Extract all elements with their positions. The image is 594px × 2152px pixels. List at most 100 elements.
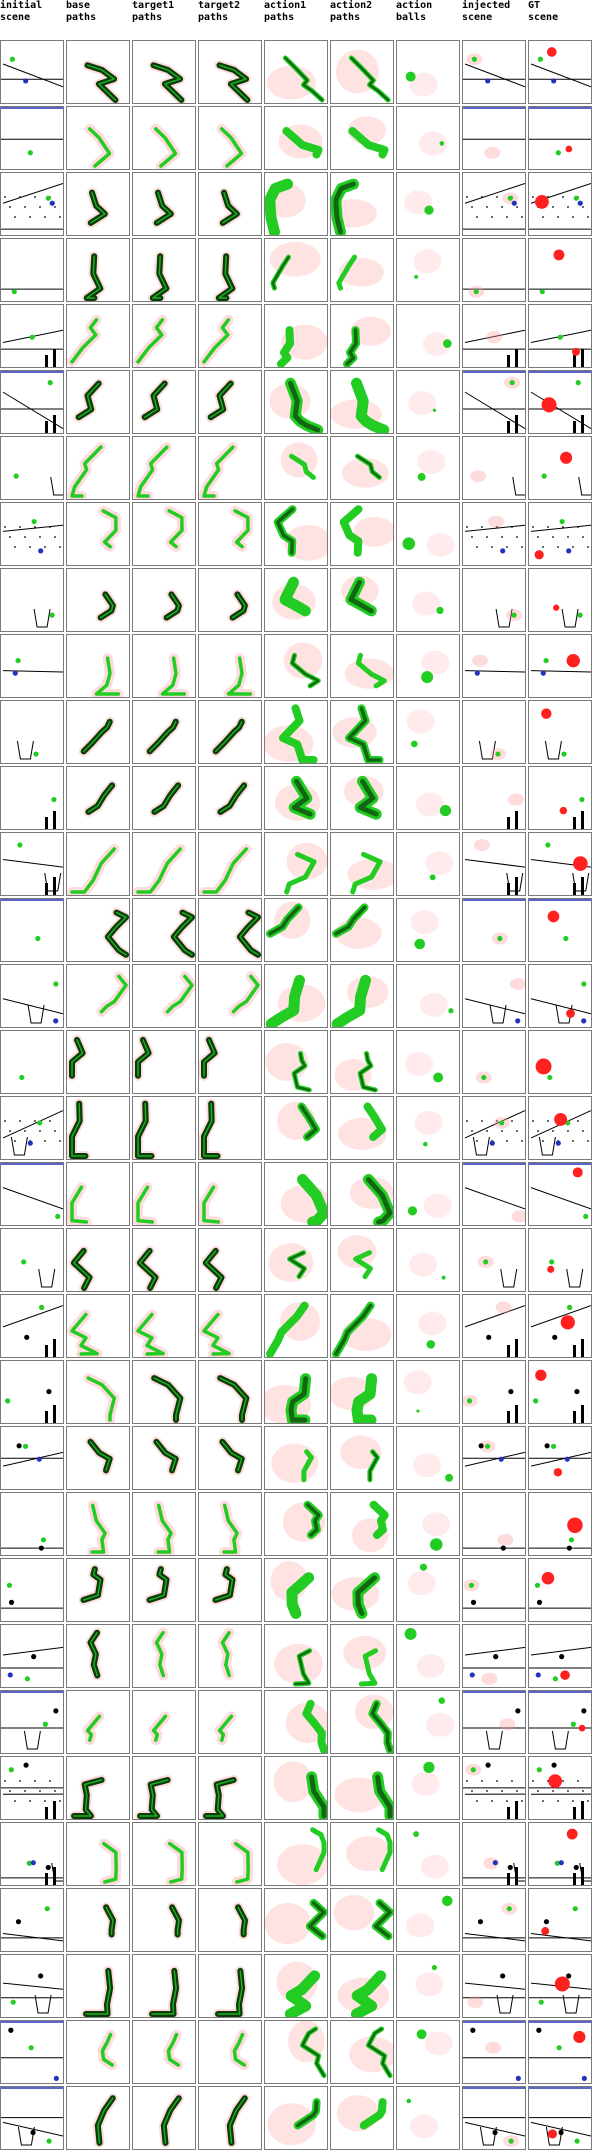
cell-thumbnail: [78, 716, 115, 757]
cell-target2-paths: [198, 964, 262, 1028]
cell-action1-paths: [264, 766, 328, 830]
cell-thumbnail: [417, 449, 446, 481]
cell-thumbnail: [133, 1034, 154, 1081]
cell-action-balls: [396, 370, 460, 434]
cell-target2-paths: [198, 832, 262, 896]
cell-thumbnail: [271, 576, 316, 620]
cell-thumbnail: [273, 505, 327, 561]
cell-thumbnail: [200, 1245, 227, 1291]
cell-initial-scene: [0, 832, 64, 896]
cell-thumbnail: [147, 1965, 182, 2017]
cell-thumbnail: [265, 974, 326, 1027]
cell-thumbnail: [351, 1500, 389, 1553]
cell-base-paths: [66, 1822, 130, 1886]
cell-target2-paths: [198, 766, 262, 830]
cell-base-paths: [66, 1954, 130, 2018]
cell-thumbnail: [343, 775, 384, 820]
cell-base-paths: [66, 238, 130, 302]
cell-thumbnail: [1, 2087, 63, 2146]
cell-initial-scene: [0, 2020, 64, 2084]
cell-base-paths: [66, 832, 130, 896]
cell-thumbnail: [285, 1699, 327, 1753]
cell-thumbnail: [96, 971, 129, 1017]
cell-gt-scene: [528, 1294, 592, 1358]
cell-base-paths: [66, 1624, 130, 1688]
cell-thumbnail: [1, 1691, 63, 1750]
cell-thumbnail: [347, 116, 389, 159]
cell-thumbnail: [266, 901, 311, 939]
cell-thumbnail: [463, 329, 525, 367]
cell-thumbnail: [343, 316, 391, 367]
cell-thumbnail: [419, 993, 454, 1018]
cell-initial-scene: [0, 568, 64, 632]
cell-thumbnail: [149, 780, 184, 817]
cell-gt-scene: [528, 304, 592, 368]
cell-thumbnail: [529, 1906, 591, 1942]
cell-thumbnail: [151, 187, 176, 228]
cell-target2-paths: [198, 1492, 262, 1556]
cell-base-paths: [66, 1756, 130, 1820]
cell-action2-paths: [330, 1624, 394, 1688]
cell-thumbnail: [332, 704, 384, 763]
cell-thumbnail: [530, 981, 591, 1024]
cell-target1-paths: [132, 1756, 196, 1820]
cell-initial-scene: [0, 1030, 64, 1094]
cell-thumbnail: [463, 107, 525, 159]
cell-action-balls: [396, 1756, 460, 1820]
cell-thumbnail: [148, 1711, 171, 1746]
cell-thumbnail: [234, 907, 261, 960]
cell-initial-scene: [0, 1492, 64, 1556]
cell-target2-paths: [198, 1888, 262, 1952]
cell-thumbnail: [335, 49, 391, 103]
cell-action2-paths: [330, 304, 394, 368]
cell-thumbnail: [1, 1906, 63, 1942]
cell-thumbnail: [410, 910, 439, 950]
cell-thumbnail: [334, 1771, 393, 1819]
cell-thumbnail: [213, 1965, 248, 2017]
header-target1-paths: target1 paths: [132, 0, 175, 23]
cell-action1-paths: [264, 1294, 328, 1358]
cell-thumbnail: [270, 1561, 315, 1619]
cell-action1-paths: [264, 1690, 328, 1754]
cell-target2-paths: [198, 1822, 262, 1886]
cell-target2-paths: [198, 172, 262, 236]
cell-thumbnail: [464, 1301, 525, 1357]
cell-action-balls: [396, 1096, 460, 1160]
cell-action2-paths: [330, 964, 394, 1028]
cell-thumbnail: [529, 1517, 591, 1551]
cell-gt-scene: [528, 1756, 592, 1820]
cell-thumbnail: [541, 708, 567, 760]
cell-action2-paths: [330, 1558, 394, 1622]
cell-thumbnail: [215, 780, 250, 817]
cell-thumbnail: [73, 378, 104, 423]
cell-thumbnail: [163, 2029, 184, 2070]
cell-thumbnail: [133, 844, 186, 895]
cell-thumbnail: [464, 515, 525, 554]
cell-action-balls: [396, 832, 460, 896]
cell-thumbnail: [265, 1898, 327, 1945]
cell-thumbnail: [404, 190, 434, 215]
cell-gt-scene: [528, 1360, 592, 1424]
cell-thumbnail: [97, 2029, 118, 2070]
cell-thumbnail: [147, 251, 172, 301]
cell-base-paths: [66, 964, 130, 1028]
cell-thumbnail: [331, 974, 389, 1027]
cell-thumbnail: [67, 844, 120, 895]
cell-thumbnail: [213, 251, 238, 301]
cell-thumbnail: [425, 851, 454, 881]
cell-thumbnail: [529, 2087, 591, 2146]
cell-thumbnail: [529, 47, 591, 88]
cell-base-paths: [66, 436, 130, 500]
header-action-balls: action balls: [396, 0, 433, 23]
cell-thumbnail: [269, 377, 324, 433]
cell-thumbnail: [1, 1582, 63, 1609]
cell-gt-scene: [528, 2020, 592, 2084]
cell-thumbnail: [284, 842, 327, 895]
cell-thumbnail: [68, 1245, 95, 1291]
cell-thumbnail: [463, 285, 525, 298]
cell-initial-scene: [0, 304, 64, 368]
cell-gt-scene: [528, 634, 592, 698]
cell-base-paths: [66, 1228, 130, 1292]
cell-gt-scene: [528, 1228, 592, 1292]
cell-action1-paths: [264, 568, 328, 632]
